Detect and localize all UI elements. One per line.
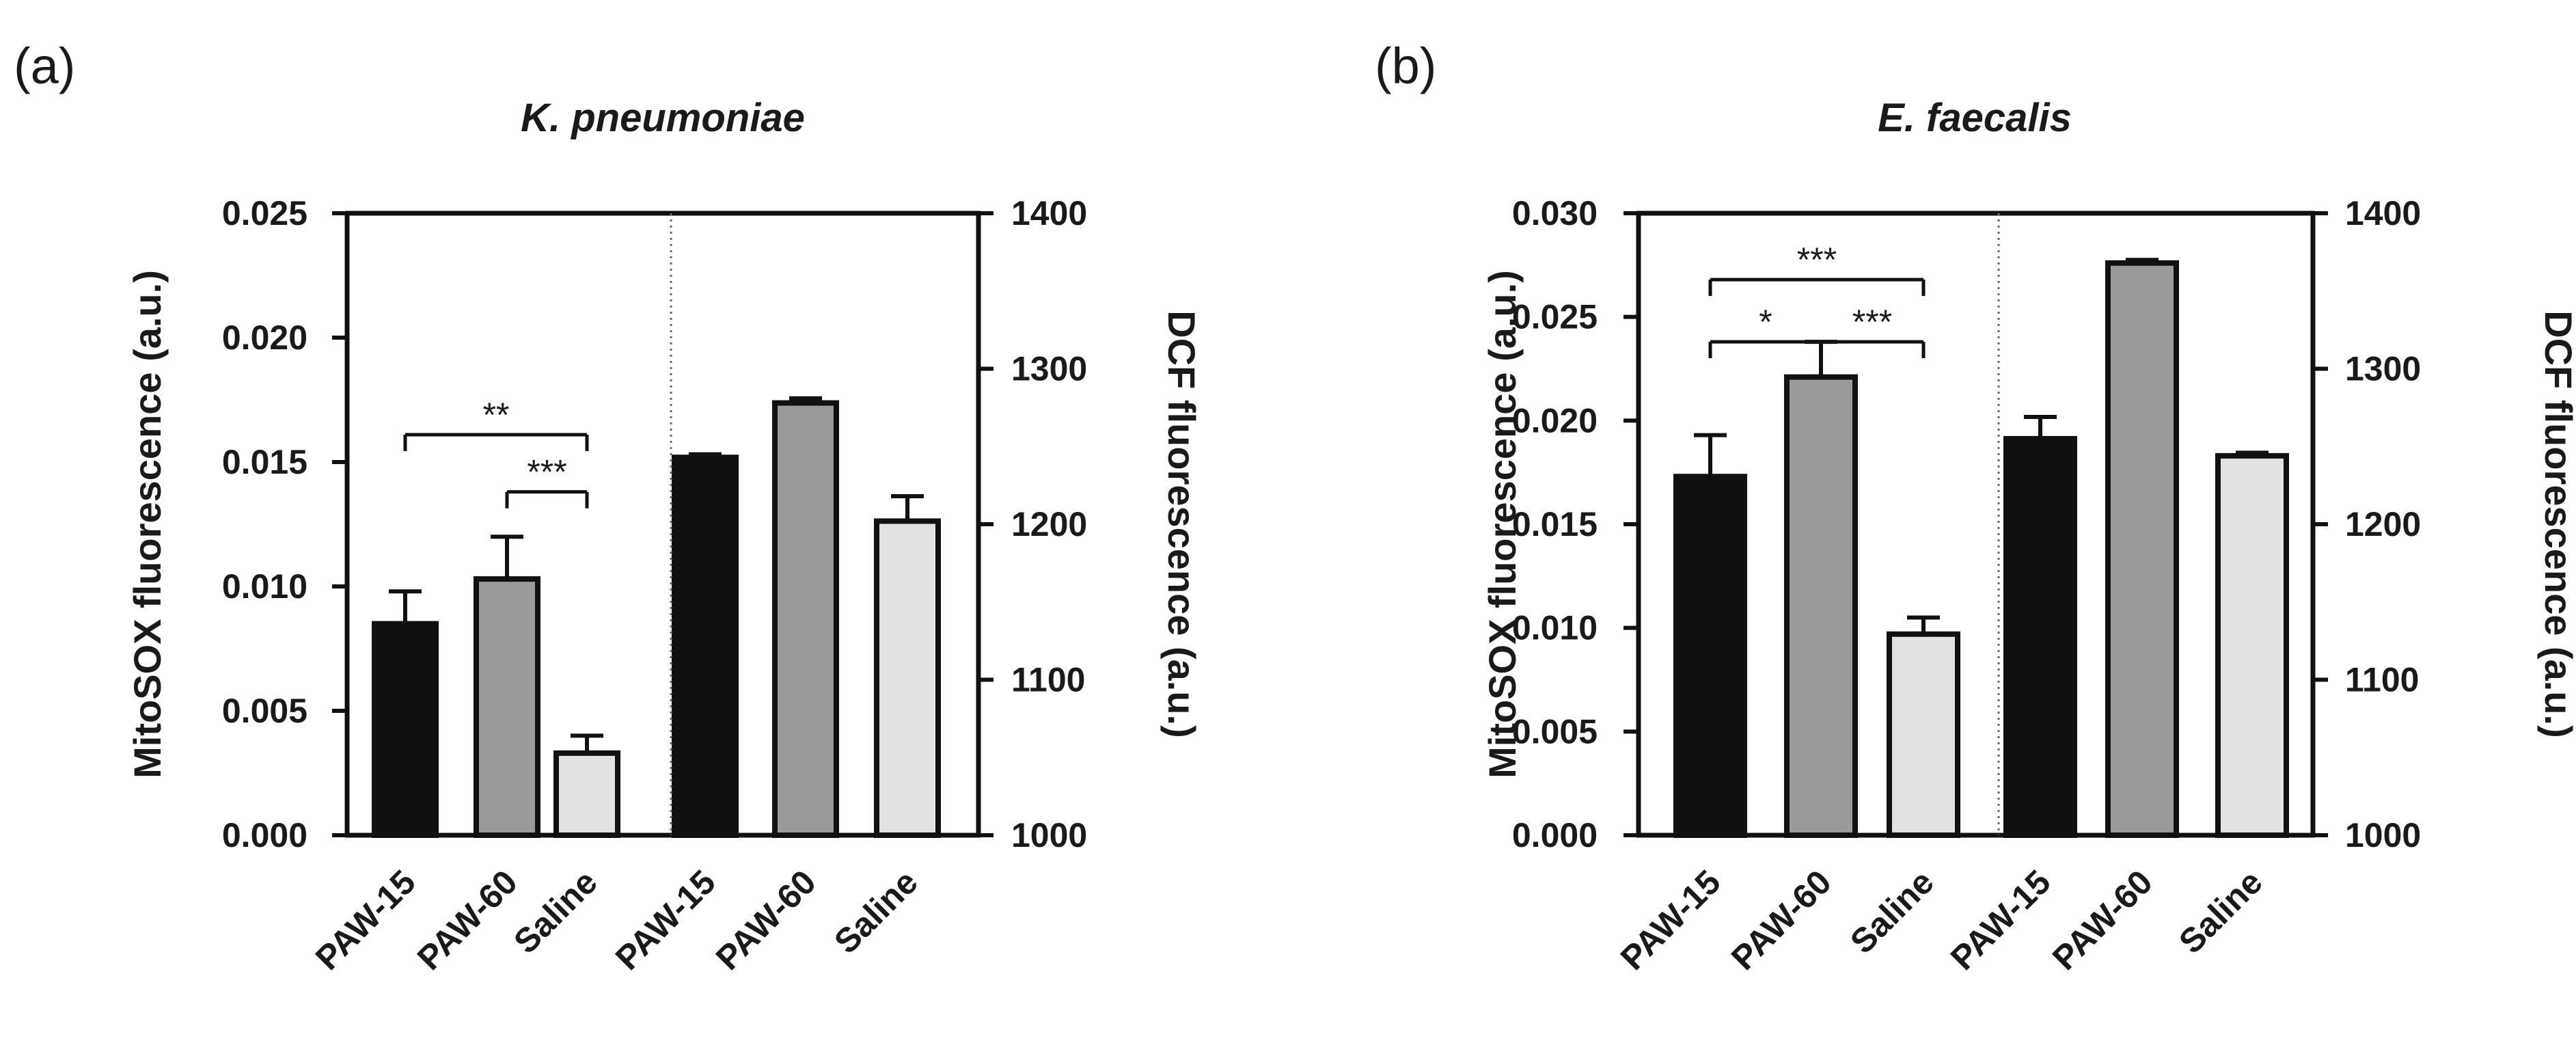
x-tick-label: Saline: [2171, 863, 2270, 961]
x-tick-label: PAW-60: [410, 863, 525, 977]
significance-label: *: [1759, 303, 1772, 341]
panel-label: (b): [1375, 38, 1436, 94]
right-tick-label: 1300: [1011, 350, 1087, 388]
bar-paw-15: [672, 455, 739, 838]
bar-paw-15: [1673, 474, 1747, 838]
bar-saline: [2215, 452, 2289, 838]
bar-paw-60: [474, 576, 540, 839]
right-axis-title: DCF fluorescence (a.u.): [1160, 310, 1203, 737]
right-tick-label: 1200: [1011, 505, 1087, 543]
left-tick-label: 0.010: [1512, 609, 1598, 647]
left-tick-label: 0.010: [222, 567, 307, 606]
chart-title: K. pneumoniae: [521, 96, 805, 140]
left-tick-label: 0.000: [222, 816, 307, 854]
bar-paw-60: [2105, 260, 2179, 838]
x-tick-label: PAW-15: [308, 863, 423, 977]
chart-title: E. faecalis: [1878, 96, 2072, 140]
right-tick-label: 1100: [1011, 661, 1085, 699]
left-axis-title: MitoSOX fluorescence (a.u.): [126, 270, 169, 778]
left-tick-label: 0.025: [222, 194, 307, 232]
x-tick-label: Saline: [506, 863, 605, 961]
x-tick-label: Saline: [827, 863, 925, 961]
right-tick-label: 1000: [1011, 816, 1087, 854]
left-tick-label: 0.025: [1512, 298, 1598, 336]
left-axis-title: MitoSOX fluorescence (a.u.): [1481, 270, 1524, 778]
x-tick-label: PAW-15: [608, 863, 723, 977]
significance-label: ***: [1797, 241, 1837, 279]
left-tick-label: 0.005: [1512, 712, 1598, 750]
left-tick-label: 0.005: [222, 692, 307, 730]
right-tick-label: 1400: [1011, 194, 1087, 232]
left-tick-label: 0.020: [222, 319, 307, 357]
right-tick-label: 1200: [2345, 505, 2421, 543]
bar-saline: [874, 518, 941, 838]
panel-label: (a): [14, 38, 75, 94]
bar-paw-60: [772, 400, 839, 838]
bar-saline: [1887, 631, 1960, 838]
right-tick-label: 1400: [2345, 194, 2421, 232]
right-axis-title: DCF fluorescence (a.u.): [2537, 310, 2576, 737]
left-tick-label: 0.030: [1512, 194, 1598, 232]
left-tick-label: 0.015: [1512, 505, 1598, 543]
bar-paw-60: [1784, 374, 1858, 838]
x-tick-label: PAW-15: [1943, 863, 2058, 977]
bar-paw-15: [2003, 435, 2077, 838]
significance-label: ***: [527, 453, 566, 491]
x-tick-label: PAW-60: [2045, 863, 2160, 977]
right-tick-label: 1000: [2345, 816, 2421, 854]
significance-label: **: [483, 396, 510, 434]
x-tick-label: PAW-60: [709, 863, 823, 977]
x-tick-label: PAW-60: [1724, 863, 1839, 977]
left-tick-label: 0.000: [1512, 816, 1598, 854]
x-tick-label: Saline: [1843, 863, 1941, 961]
left-tick-label: 0.020: [1512, 401, 1598, 439]
x-tick-label: PAW-15: [1613, 863, 1728, 977]
right-tick-label: 1100: [2345, 661, 2419, 699]
left-tick-label: 0.015: [222, 443, 307, 481]
bar-paw-15: [372, 621, 439, 838]
significance-label: ***: [1852, 303, 1892, 341]
right-tick-label: 1300: [2345, 350, 2421, 388]
bar-saline: [553, 750, 620, 839]
